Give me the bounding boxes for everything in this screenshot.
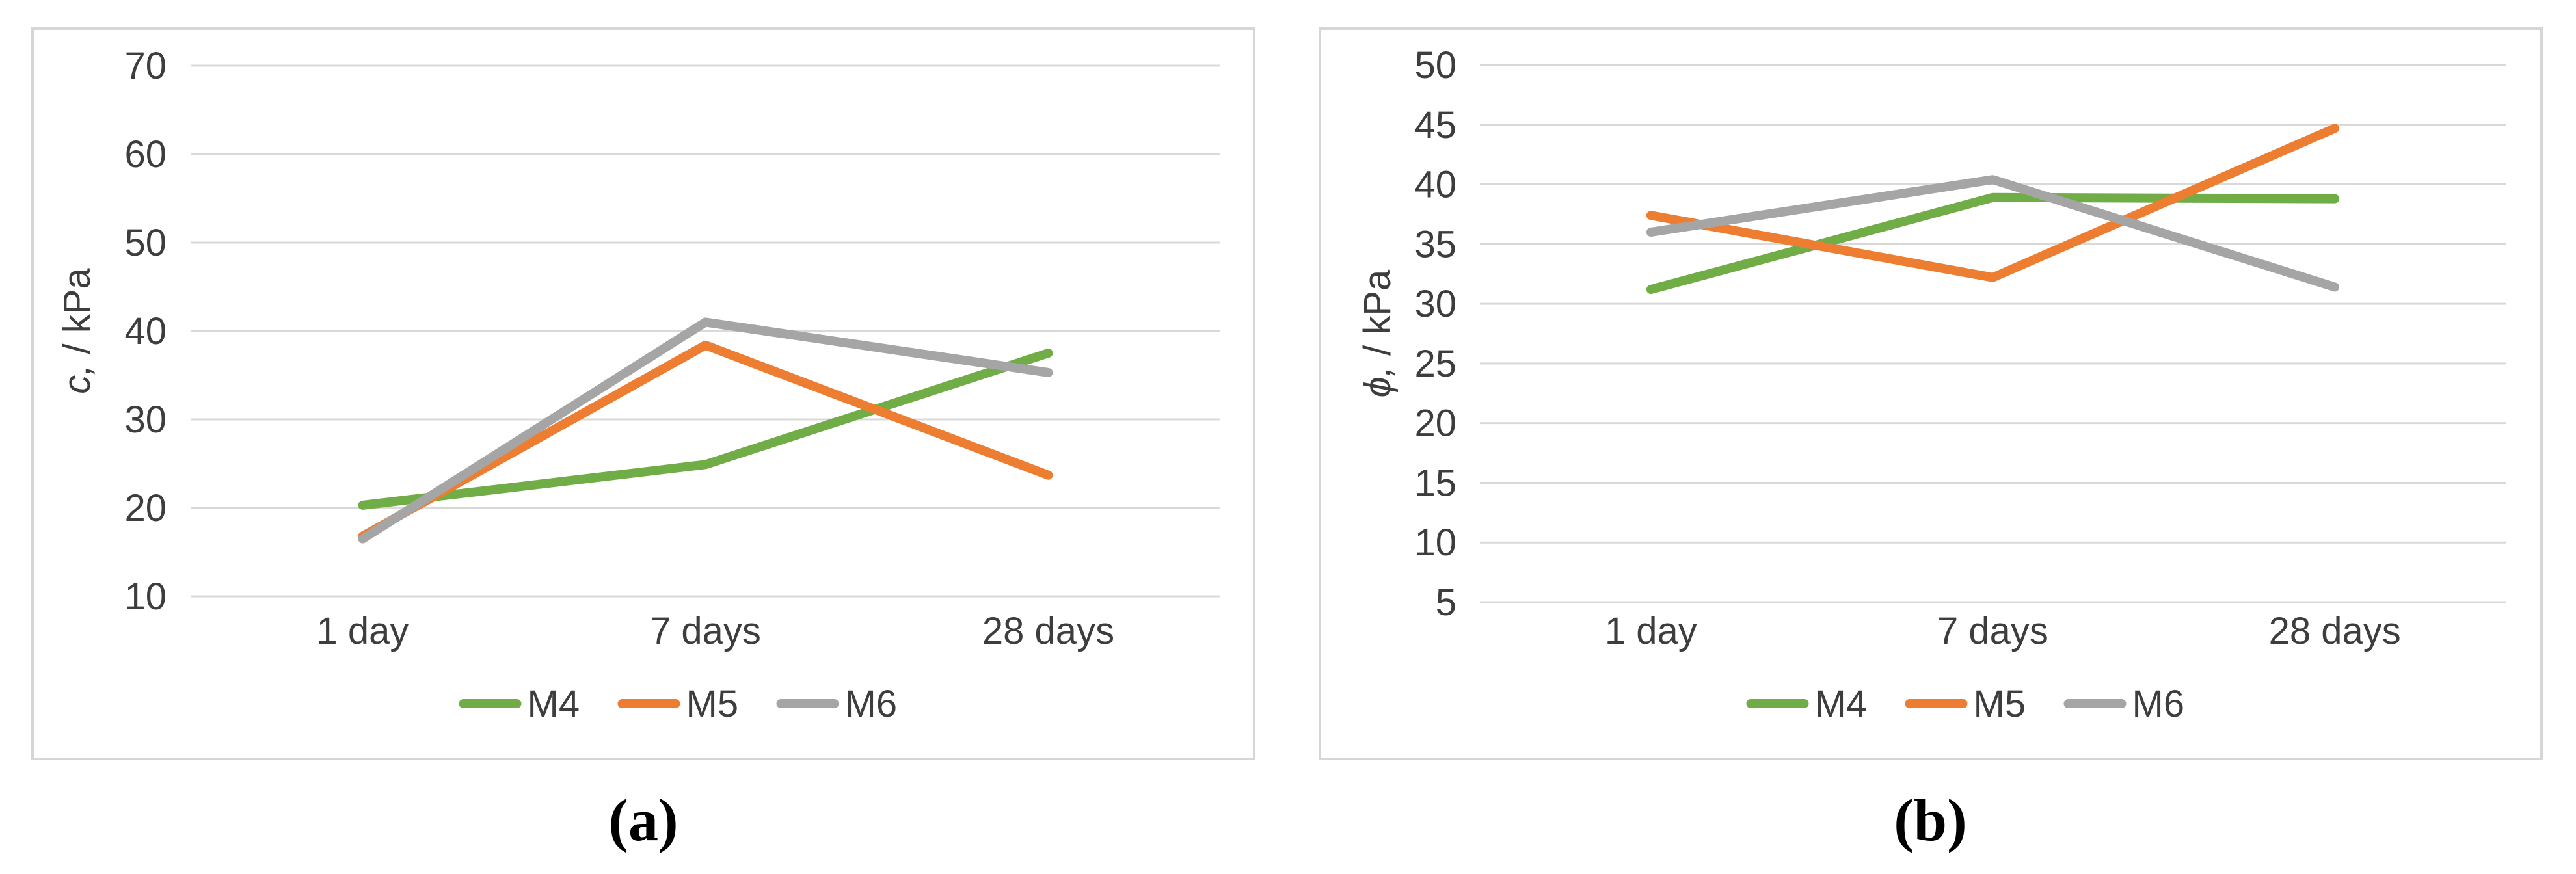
- y-tick-label: 50: [1414, 44, 1456, 86]
- y-tick-label: 20: [1414, 403, 1456, 445]
- y-tick-label: 40: [124, 310, 167, 352]
- y-tick-label: 70: [124, 45, 167, 87]
- y-tick-label: 15: [1414, 462, 1456, 504]
- y-tick-label: 50: [124, 222, 167, 264]
- y-axis-label: c, / kPa: [56, 268, 98, 394]
- chart-panel-a: 10 20 30 40 50 60 70 1 day 7 days 28 days c, / kPa…: [31, 27, 1255, 760]
- legend-label-M6: M6: [2132, 683, 2185, 725]
- y-axis-label: ϕ, / kPa: [1356, 269, 1399, 397]
- y-tick-label: 25: [1414, 343, 1456, 385]
- y-tick-label: 10: [124, 576, 167, 618]
- series-line-M6: [1646, 175, 2340, 292]
- series-line-M5: [358, 340, 1053, 541]
- series-line-M5: [1646, 124, 2340, 282]
- line-chart-a: 10 20 30 40 50 60 70 1 day 7 days 28 days c, / kPa…: [56, 45, 1220, 725]
- series-line-M4: [358, 349, 1053, 510]
- x-category-label: 1 day: [1605, 610, 1697, 652]
- series-line-M4: [1646, 192, 2340, 295]
- legend-label-M5: M5: [686, 683, 739, 725]
- y-tick-label: 20: [124, 487, 167, 529]
- y-tick-label: 30: [1414, 283, 1456, 325]
- legend-label-M4: M4: [1815, 683, 1868, 725]
- y-tick-label: 60: [124, 133, 167, 176]
- x-category-label: 28 days: [2269, 610, 2401, 652]
- caption-a: (a): [608, 787, 678, 853]
- y-tick-label: 35: [1414, 223, 1456, 265]
- y-axis-label-symbol: ϕ,: [1356, 366, 1399, 397]
- caption-b: (b): [1894, 787, 1967, 853]
- y-axis-label-symbol: c,: [56, 365, 98, 394]
- y-tick-label: 40: [1414, 164, 1456, 206]
- x-category-label: 7 days: [650, 610, 761, 652]
- chart-panel-b: 5 10 15 20 25 30 35 40 45 50 1 day 7 days 28 days ϕ, …: [1319, 27, 2543, 760]
- series-line-M6: [358, 317, 1053, 544]
- legend-label-M5: M5: [1974, 683, 2026, 725]
- y-tick-label: 30: [124, 399, 167, 441]
- y-tick-label: 45: [1414, 104, 1456, 146]
- x-category-label: 7 days: [1937, 610, 2048, 652]
- y-axis-label-unit: / kPa: [1356, 269, 1399, 366]
- x-category-label: 1 day: [317, 610, 409, 652]
- y-axis-label-unit: / kPa: [56, 268, 98, 365]
- line-chart-b: 5 10 15 20 25 30 35 40 45 50 1 day 7 days 28 days ϕ, …: [1356, 44, 2506, 725]
- y-tick-label: 5: [1436, 581, 1456, 624]
- legend-label-M4: M4: [528, 683, 580, 725]
- legend-label-M6: M6: [845, 683, 898, 725]
- x-category-label: 28 days: [982, 610, 1114, 652]
- y-tick-label: 10: [1414, 522, 1456, 564]
